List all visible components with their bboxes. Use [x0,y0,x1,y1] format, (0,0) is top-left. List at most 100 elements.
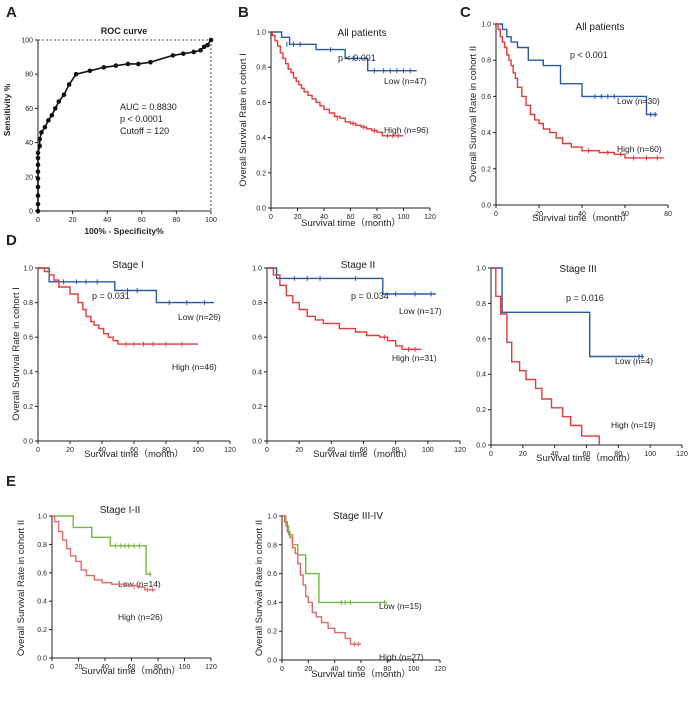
series-label-high: High (n=31) [392,353,437,363]
roc-point [125,61,131,67]
survival-curve-high [496,23,664,159]
chart-title: Stage III-IV [333,511,383,522]
panel-label-e: E [6,473,16,490]
survival-curve-low [491,267,644,358]
y-tick-label: 1.0 [267,514,277,521]
x-tick-label: 80 [664,211,672,218]
survival-curve-high [491,267,600,445]
y-tick-label: 0.0 [481,203,491,210]
series-label-low: Low (n=15) [379,601,422,611]
chart-title: Stage I [112,260,144,271]
y-axis-label: Overall Survival Rate in cohort II [468,46,479,182]
roc-point [49,112,55,118]
x-tick-label: 120 [454,447,466,454]
survival-curve-low [496,23,658,116]
x-tick-label: 60 [621,211,629,218]
y-tick-label: 0.4 [267,600,277,607]
x-tick-label: 60 [138,217,146,224]
chart-title: All patients [576,22,625,33]
survival-curve-high [38,267,198,345]
y-tick-label: 0.4 [476,372,486,379]
x-tick-label: 20 [75,664,83,671]
roc-point [35,155,41,161]
chart-title: ROC curve [101,26,148,36]
y-tick-label: 0.4 [481,130,491,137]
x-tick-label: 0 [489,451,493,458]
x-tick-label: 60 [128,664,136,671]
survival-curve-low [271,31,417,72]
roc-point [37,136,43,142]
x-axis-label: Survival time（month） [532,212,632,224]
y-tick-label: 0.6 [481,94,491,101]
survival-curve-high [282,515,361,645]
x-tick-label: 100 [422,447,434,454]
roc-point [61,92,67,98]
x-tick-label: 120 [676,451,688,458]
x-tick-label: 60 [360,447,368,454]
x-tick-label: 100 [398,214,410,221]
roc-point [113,63,119,68]
x-tick-label: 60 [357,666,365,673]
y-axis-label: Overall Survival Rate in cohort II [16,520,27,656]
p-value-label: p = 0.016 [566,293,604,303]
y-tick-label: 0.2 [267,629,277,636]
x-tick-label: 20 [519,451,527,458]
y-tick-label: 40 [25,140,33,147]
roc-point [191,49,196,55]
panel-label-a: A [6,4,17,21]
roc-annotation: p < 0.0001 [120,114,163,124]
roc-point [53,106,58,111]
series-label-low: Low (n=30) [617,96,660,106]
x-tick-label: 40 [320,214,328,221]
y-tick-label: 0.0 [23,439,33,446]
y-tick-label: 0.4 [252,369,262,376]
roc-point [198,47,203,53]
panel-e-stage-iii-iv-chart: 0 20 40 60 80 100 120 0.0 0.2 0.4 0.6 0.8 1.0 Stage I… [254,511,446,680]
x-tick-label: 40 [551,451,559,458]
y-tick-label: 0.8 [252,300,262,307]
series-label-high: High (n=27) [379,652,424,662]
y-tick-label: 0.6 [267,571,277,578]
y-tick-label: 0.4 [37,599,47,606]
y-tick-label: 0.8 [476,301,486,308]
x-tick-label: 80 [154,664,162,671]
series-label-low: Low (n=17) [399,306,442,316]
series-label-high: High (n=26) [118,612,163,622]
x-tick-label: 40 [101,664,109,671]
x-tick-label: 100 [192,447,204,454]
survival-curve-low [282,515,388,604]
x-tick-label: 20 [304,666,312,673]
x-tick-label: 120 [224,447,236,454]
roc-point [170,53,176,58]
roc-point [35,169,41,174]
y-tick-label: 0.4 [23,369,33,376]
x-tick-label: 40 [327,447,335,454]
x-tick-label: 100 [644,451,656,458]
x-tick-label: 0 [50,664,54,671]
x-tick-label: 20 [535,211,543,218]
y-tick-label: 80 [25,72,33,79]
series-label-high: High (n=96) [384,125,429,135]
x-tick-label: 80 [373,214,381,221]
roc-point [35,162,41,168]
p-value-label: p < 0.001 [570,50,608,60]
x-tick-label: 120 [434,666,446,673]
y-tick-label: 0.2 [37,627,47,634]
y-tick-label: 0.8 [481,58,491,65]
x-tick-label: 100 [408,666,420,673]
y-tick-label: 0.6 [256,100,266,107]
x-axis-label: Survival time（month） [311,668,411,680]
roc-point [35,150,41,156]
y-tick-label: 0.0 [252,439,262,446]
chart-title: Stage II [341,260,375,271]
x-axis-label: Survival time（month） [84,448,184,460]
x-tick-label: 120 [424,214,436,221]
x-axis-label: Survival time（month） [81,665,181,677]
x-tick-label: 40 [331,666,339,673]
series-label-low: Low (n=47) [384,76,427,86]
survival-curve-high [271,31,404,137]
x-axis-label: Survival time（month） [301,217,401,229]
y-tick-label: 0.4 [256,135,266,142]
x-tick-label: 0 [269,214,273,221]
roc-point [39,130,44,135]
